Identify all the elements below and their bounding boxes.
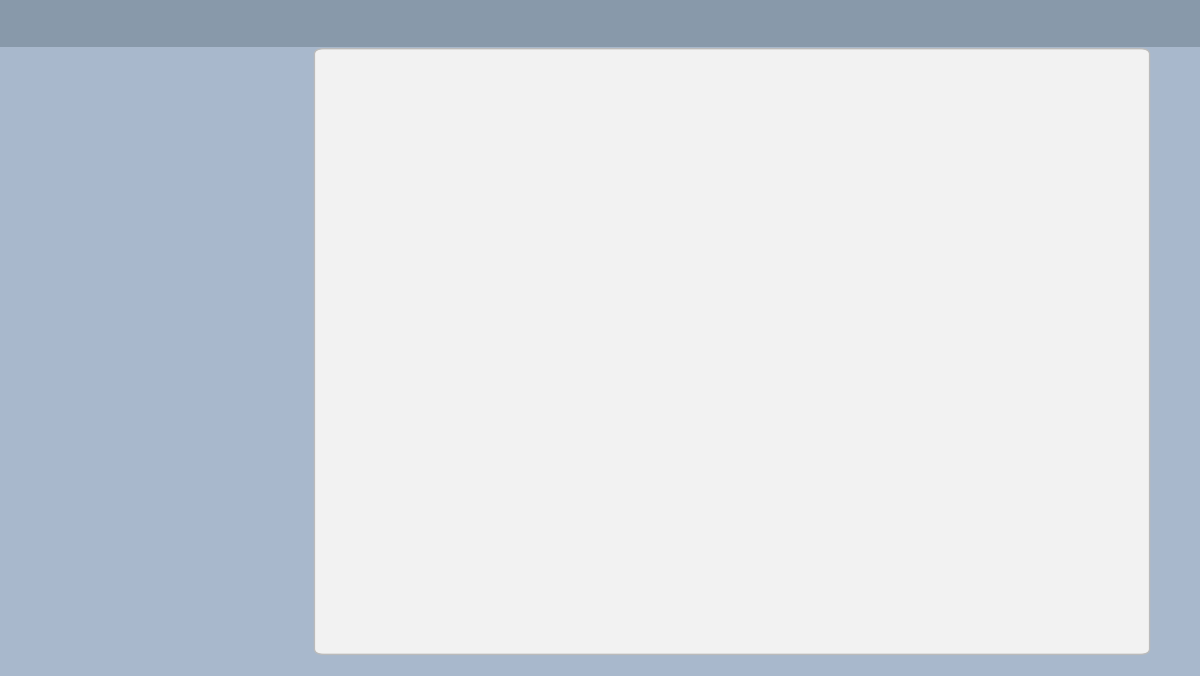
Text: m: m: [688, 385, 703, 400]
Text: 8 kg: 8 kg: [618, 464, 654, 483]
Circle shape: [580, 529, 607, 549]
Text: 1 kg: 1 kg: [618, 530, 654, 548]
FancyBboxPatch shape: [659, 369, 732, 417]
Text: Other:: Other:: [618, 562, 671, 581]
Text: 20 kg: 20 kg: [618, 497, 665, 515]
Circle shape: [580, 463, 607, 483]
Text: angle Θ is 30° then the mass is equal to:: angle Θ is 30° then the mass is equal to…: [341, 103, 668, 118]
Text: String (1): String (1): [700, 324, 772, 337]
Text: String (3): String (3): [769, 281, 841, 294]
Circle shape: [580, 496, 607, 516]
Text: String (2): String (2): [638, 214, 710, 227]
Text: 5 kg: 5 kg: [618, 432, 654, 450]
Text: A block is held at equilibrium as shown. If the tension in string (2) is 20 N an: A block is held at equilibrium as shown.…: [341, 79, 997, 94]
Circle shape: [580, 562, 607, 582]
Circle shape: [580, 431, 607, 451]
Text: θ: θ: [628, 286, 637, 300]
